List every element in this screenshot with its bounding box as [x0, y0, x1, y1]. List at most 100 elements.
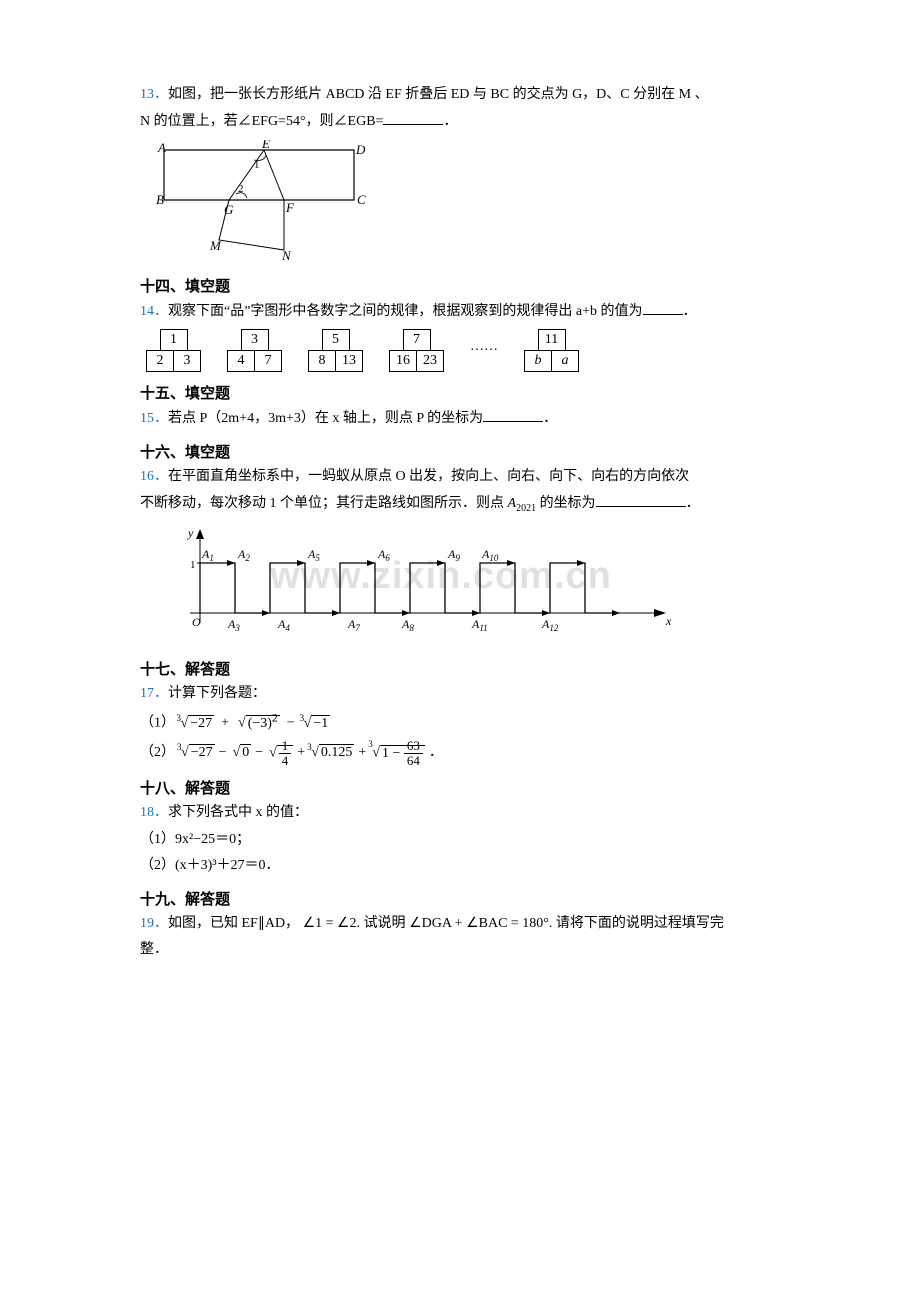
q14-blank — [643, 300, 683, 315]
lbl-N: N — [281, 248, 292, 260]
pat-bl-last: b — [524, 350, 552, 372]
q19-num: 19． — [140, 916, 168, 931]
q17-p1: （1） 3√−27 + √(−3)2 − 3√−1 — [140, 709, 780, 735]
svg-text:A4: A4 — [277, 617, 290, 633]
svg-text:A6: A6 — [377, 547, 390, 563]
section-16: 十六、填空题 — [140, 441, 780, 462]
q14-line: 14．观察下面“品”字图形中各数字之间的规律，根据观察到的规律得出 a+b 的值… — [140, 300, 780, 323]
svg-text:O: O — [192, 615, 201, 629]
section-19: 十九、解答题 — [140, 888, 780, 909]
q16-text-a: 在平面直角坐标系中，一蚂蚁从原点 O 出发，按向上、向右、向下、向右的方向依次 — [168, 469, 689, 484]
q19-text-b: 试说明 — [360, 916, 406, 931]
pat-top-last: 11 — [538, 329, 566, 351]
q13-text-a: 如图，把一张长方形纸片 ABCD 沿 EF 折叠后 ED 与 BC 的交点为 G… — [168, 87, 709, 102]
q14-text: 观察下面“品”字图形中各数字之间的规律，根据观察到的规律得出 a+b 的值为 — [168, 304, 643, 319]
lbl-M: M — [209, 238, 222, 253]
q16-blank — [596, 492, 686, 507]
pat-top-3: 7 — [403, 329, 431, 351]
q16-period: ． — [686, 496, 700, 511]
q16-line1: 16．在平面直角坐标系中，一蚂蚁从原点 O 出发，按向上、向右、向下、向右的方向… — [140, 466, 780, 488]
lbl-D: D — [355, 142, 366, 157]
q17-p2-label: （2） — [140, 742, 175, 764]
lbl-F: F — [285, 200, 295, 215]
pat-unit-last: 11 b a — [524, 329, 579, 372]
q17-p1-label: （1） — [140, 716, 175, 731]
q15-period: ． — [543, 411, 557, 426]
section-18: 十八、解答题 — [140, 777, 780, 798]
pat-bl-2: 8 — [308, 350, 336, 372]
q13-blank — [383, 110, 443, 125]
q16-A: A — [508, 496, 517, 511]
q17-p2: （2） 3√−27 − √0 − √14 + 3√0.125 + 3√1 − 6… — [140, 739, 780, 767]
pat-top-2: 5 — [322, 329, 350, 351]
svg-text:y: y — [187, 526, 194, 540]
pat-unit-0: 1 2 3 — [146, 329, 201, 372]
pat-unit-2: 5 8 13 — [308, 329, 363, 372]
q19-ang1: ∠1 = ∠2. — [303, 916, 361, 931]
q15-num: 15． — [140, 411, 168, 426]
svg-text:A10: A10 — [481, 547, 499, 563]
q13-num: 13． — [140, 87, 168, 102]
q19-line2: 整． — [140, 939, 780, 961]
q18-num: 18． — [140, 805, 168, 820]
q13-line2: N 的位置上，若∠EFG=54°，则∠EGB= ． — [140, 110, 780, 133]
lbl-A: A — [157, 140, 166, 155]
svg-text:A11: A11 — [471, 617, 488, 633]
q15-line: 15．若点 P（2m+4，3m+3）在 x 轴上，则点 P 的坐标为 ． — [140, 407, 780, 430]
q17-num: 17． — [140, 686, 168, 701]
q19-ang2: ∠DGA + ∠BAC = 180°. — [409, 916, 552, 931]
pat-br-last: a — [551, 350, 579, 372]
q18-p1: （1）9x²−25＝0； — [140, 829, 780, 851]
svg-text:1: 1 — [190, 559, 196, 571]
q18-line: 18．求下列各式中 x 的值： — [140, 802, 780, 824]
svg-text:x: x — [665, 614, 672, 628]
q16-figure: www.zixin.com.cn y x 1 O — [150, 523, 780, 648]
svg-text:A7: A7 — [347, 617, 360, 633]
lbl-E: E — [261, 140, 270, 151]
pat-br-3: 23 — [416, 350, 444, 372]
q13-period: ． — [443, 114, 457, 129]
lbl-C: C — [357, 192, 366, 207]
svg-text:A8: A8 — [401, 617, 414, 633]
q15-blank — [483, 407, 543, 422]
pat-bl-1: 4 — [227, 350, 255, 372]
q15-text: 若点 P（2m+4，3m+3）在 x 轴上，则点 P 的坐标为 — [168, 411, 483, 426]
section-17: 十七、解答题 — [140, 658, 780, 679]
page: 13．如图，把一张长方形纸片 ABCD 沿 EF 折叠后 ED 与 BC 的交点… — [0, 0, 920, 1025]
pat-dots: …… — [470, 339, 498, 363]
svg-text:A9: A9 — [447, 547, 460, 563]
q16-text-b1: 不断移动，每次移动 1 个单位；其行走路线如图所示．则点 — [140, 496, 508, 511]
pat-br-2: 13 — [335, 350, 363, 372]
q16-num: 16． — [140, 469, 168, 484]
pat-unit-3: 7 16 23 — [389, 329, 444, 372]
lbl-B: B — [156, 192, 164, 207]
q13-figure: A D B C E F G M N 1 2 — [154, 140, 780, 265]
pat-bl-3: 16 — [389, 350, 417, 372]
pat-top-1: 3 — [241, 329, 269, 351]
q16-Asub: 2021 — [516, 503, 536, 514]
pat-bl-0: 2 — [146, 350, 174, 372]
q13-text-b: N 的位置上，若∠EFG=54°，则∠EGB= — [140, 114, 383, 129]
q16-text-b2: 的坐标为 — [536, 496, 596, 511]
q14-num: 14． — [140, 304, 168, 319]
section-15: 十五、填空题 — [140, 382, 780, 403]
svg-text:A3: A3 — [227, 617, 240, 633]
pat-br-0: 3 — [173, 350, 201, 372]
lbl-G: G — [224, 202, 234, 217]
svg-text:A12: A12 — [541, 617, 559, 633]
pat-top-0: 1 — [160, 329, 188, 351]
svg-text:A1: A1 — [201, 547, 214, 563]
q19-text-a: 如图，已知 EF∥AD， — [168, 916, 299, 931]
q14-pattern-row: 1 2 3 3 4 7 5 8 13 7 16 23 — [146, 329, 780, 372]
q17-text: 计算下列各题： — [168, 686, 266, 701]
q16-line2: 不断移动，每次移动 1 个单位；其行走路线如图所示．则点 A2021 的坐标为 ． — [140, 492, 780, 517]
svg-text:A5: A5 — [307, 547, 320, 563]
svg-text:A2: A2 — [237, 547, 250, 563]
q19-line1: 19．如图，已知 EF∥AD， ∠1 = ∠2. 试说明 ∠DGA + ∠BAC… — [140, 913, 780, 935]
q13-line1: 13．如图，把一张长方形纸片 ABCD 沿 EF 折叠后 ED 与 BC 的交点… — [140, 84, 780, 106]
section-14: 十四、填空题 — [140, 275, 780, 296]
q18-text: 求下列各式中 x 的值： — [168, 805, 308, 820]
q17-line: 17．计算下列各题： — [140, 683, 780, 705]
pat-br-1: 7 — [254, 350, 282, 372]
q14-period: ． — [683, 304, 697, 319]
